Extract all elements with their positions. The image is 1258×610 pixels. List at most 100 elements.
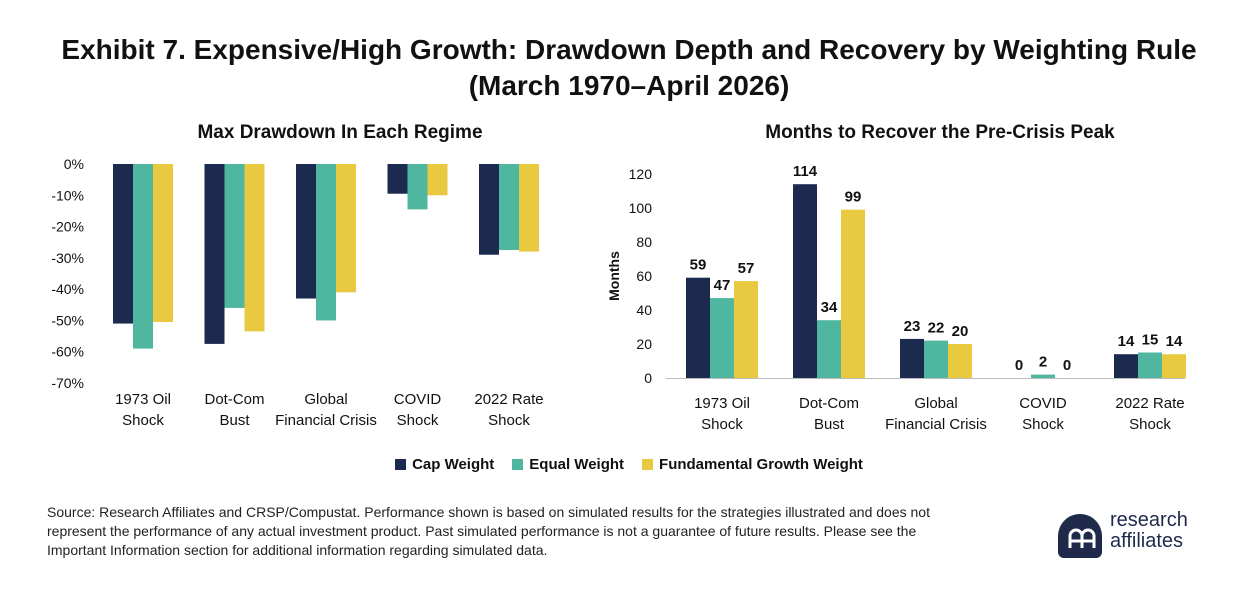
x-tick-label: COVID [1019,395,1067,412]
data-label: 47 [714,277,731,294]
legend-label-equal: Equal Weight [529,456,625,473]
bar [1138,352,1162,378]
legend-label-cap: Cap Weight [412,456,495,473]
data-label: 22 [928,320,945,337]
logo-line2: affiliates [1110,530,1184,552]
research-affiliates-logo: research affiliates [1058,510,1208,560]
legend-item-equal: Equal Weight [512,456,624,473]
research-affiliates-logo-icon [1058,514,1102,558]
bar [133,164,153,349]
bar [519,164,539,252]
y-tick-label: -60% [51,344,84,360]
x-tick-label: 1973 Oil [694,395,750,412]
x-tick-label: Shock [488,412,530,429]
bar [153,164,173,322]
data-label: 59 [690,257,707,274]
bar [336,164,356,293]
bar [407,164,428,210]
logo-wordmark: research affiliates [1110,510,1188,552]
x-tick-label: Financial Crisis [275,412,377,429]
data-label: 14 [1118,333,1135,350]
bar [1114,354,1138,378]
legend-swatch-cap [395,459,407,470]
bar [900,338,924,378]
x-tick-label: Dot-Com [204,391,264,408]
y-tick-label: 0% [64,156,84,172]
bar [1162,354,1186,378]
y-tick-label: 0 [644,370,652,386]
data-label: 34 [821,299,838,316]
legend-item-fundamental: Fundamental Growth Weight [642,456,863,473]
bar [427,164,448,196]
x-tick-label: Financial Crisis [885,416,987,433]
bar [817,320,841,378]
y-axis-label: Months [606,251,622,301]
legend-item-cap: Cap Weight [395,456,494,473]
y-tick-label: -30% [51,250,84,266]
x-tick-label: Bust [814,416,845,433]
y-tick-label: 20 [636,336,652,352]
bar [204,164,225,344]
bar [710,298,734,378]
data-label: 20 [952,323,969,340]
x-tick-label: Global [304,391,347,408]
bar [113,164,133,324]
y-tick-label: 40 [636,302,652,318]
y-tick-label: -40% [51,281,84,297]
data-label: 23 [904,318,921,335]
bar [296,164,316,299]
bar [924,340,948,378]
y-tick-label: -70% [51,375,84,391]
data-label: 14 [1166,333,1183,350]
bar [316,164,336,321]
bar [387,164,408,194]
y-tick-label: -50% [51,312,84,328]
source-note: Source: Research Affiliates and CRSP/Com… [47,504,930,558]
data-label: 0 [1015,357,1023,374]
bar [479,164,499,255]
x-tick-label: COVID [394,391,442,408]
bar [499,164,519,251]
data-label: 2 [1039,354,1047,371]
chart-title-line1: Exhibit 7. Expensive/High Growth: Drawdo… [61,34,1197,65]
legend-label-fundamental: Fundamental Growth Weight [659,456,863,473]
y-tick-label: -10% [51,187,84,203]
y-tick-label: 60 [636,268,652,284]
x-tick-label: Dot-Com [799,395,859,412]
x-tick-label: Shock [1022,416,1064,433]
x-tick-label: Shock [397,412,439,429]
x-tick-label: 2022 Rate [474,391,543,408]
y-tick-label: 100 [629,200,653,216]
y-tick-label: 80 [636,234,652,250]
x-tick-label: Bust [219,412,250,429]
bar [244,164,265,332]
x-tick-label: 2022 Rate [1115,395,1184,412]
x-tick-label: Shock [122,412,164,429]
bar [686,277,710,378]
bar [1031,374,1055,378]
right-chart-title: Months to Recover the Pre-Crisis Peak [765,122,1115,143]
chart-title-line2: (March 1970–April 2026) [468,70,790,101]
x-tick-label: Global [914,395,957,412]
bar [841,209,865,378]
data-label: 99 [845,189,862,206]
bar [224,164,245,308]
legend-swatch-fundamental [642,459,654,470]
y-tick-label: -20% [51,219,84,235]
y-tick-label: 120 [629,166,653,182]
data-label: 15 [1142,332,1159,349]
legend-swatch-equal [512,459,524,470]
data-label: 114 [793,163,818,180]
logo-line1: research [1110,509,1188,531]
left-chart-title: Max Drawdown In Each Regime [197,122,483,143]
legend: Cap Weight Equal Weight Fundamental Grow… [0,456,1258,473]
x-tick-label: 1973 Oil [115,391,171,408]
bar [793,184,817,378]
bar [734,281,758,378]
data-label: 0 [1063,357,1071,374]
data-label: 57 [738,260,755,277]
x-tick-label: Shock [1129,416,1171,433]
bar [948,344,972,378]
x-tick-label: Shock [701,416,743,433]
